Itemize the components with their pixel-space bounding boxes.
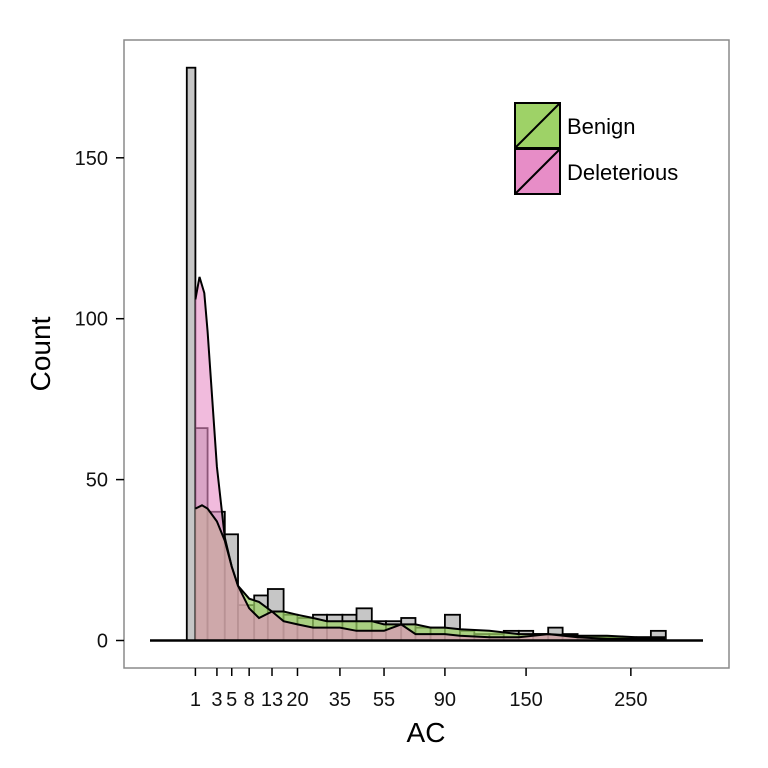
y-axis: 0 50 100 150	[75, 148, 124, 653]
density-line-deleterious	[194, 276, 666, 640]
x-tick-label: 20	[286, 689, 308, 711]
x-tick-label: 90	[434, 689, 456, 711]
x-tick-label: 55	[373, 689, 395, 711]
x-tick-label: 1	[190, 689, 201, 711]
legend-label-benign: Benign	[567, 114, 636, 139]
x-tick-label: 150	[509, 689, 542, 711]
density-curves	[194, 276, 666, 641]
y-tick-label: 0	[97, 631, 108, 653]
x-tick-label: 8	[244, 689, 255, 711]
legend-item-benign: Benign	[514, 102, 636, 149]
legend-label-deleterious: Deleterious	[567, 160, 678, 185]
x-tick-label: 35	[329, 689, 351, 711]
x-tick-label: 3	[211, 689, 222, 711]
y-tick-label: 100	[75, 309, 108, 331]
legend: Benign Deleterious	[514, 102, 678, 195]
x-tick-label: 13	[261, 689, 283, 711]
x-axis-title: AC	[407, 717, 446, 748]
y-tick-label: 150	[75, 148, 108, 170]
x-tick-label: 5	[226, 689, 237, 711]
x-tick-label: 250	[614, 689, 647, 711]
x-axis: 1 3 5 8 13 20 35 55 90 150 250	[190, 668, 648, 711]
density-area-deleterious	[195, 276, 666, 641]
histogram-bar-1	[185, 66, 197, 642]
legend-key-deleterious-slash	[514, 148, 561, 195]
legend-key-benign-slash	[514, 102, 561, 149]
y-axis-title: Count	[25, 316, 56, 391]
legend-item-deleterious: Deleterious	[514, 148, 678, 195]
y-tick-label: 50	[86, 470, 108, 492]
